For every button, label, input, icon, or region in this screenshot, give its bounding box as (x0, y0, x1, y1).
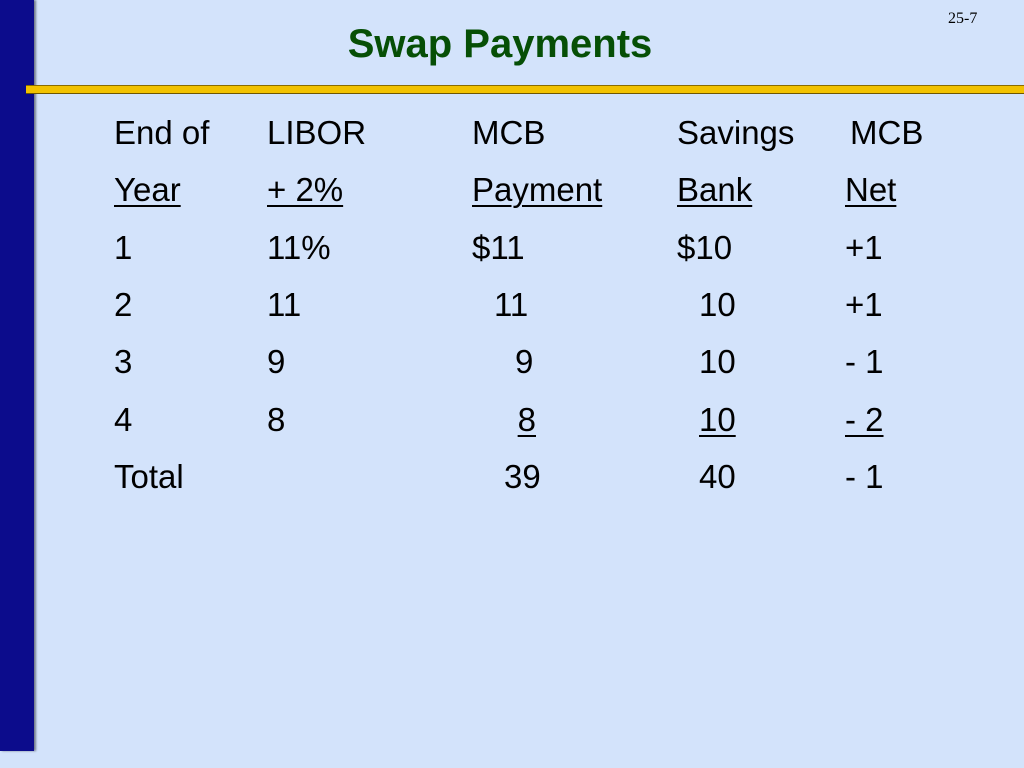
header-savings: Savings (677, 114, 795, 151)
total-mcb-net: - 1 (845, 458, 884, 495)
header-bank: Bank (677, 171, 753, 208)
row3-libor: 9 (267, 343, 286, 380)
row2-mcb-payment: 11 (494, 286, 529, 323)
title-divider (26, 85, 1024, 94)
row3-mcb-payment: 9 (515, 343, 534, 380)
header-year: Year (114, 171, 181, 208)
row3-mcb-net: - 1 (845, 343, 884, 380)
row1-savings-bank: $10 (677, 229, 733, 266)
row4-mcb-payment: 8 (517, 401, 536, 438)
header-payment: Payment (472, 171, 603, 208)
row4-year: 4 (114, 401, 133, 438)
row4-libor: 8 (267, 401, 286, 438)
row4-savings-bank: 10 (699, 401, 736, 438)
row3-savings-bank: 10 (699, 343, 736, 380)
row2-year: 2 (114, 286, 133, 323)
header-mcb-net-top: MCB (850, 114, 924, 151)
row2-mcb-net: +1 (845, 286, 883, 323)
header-end-of: End of (114, 114, 210, 151)
total-savings-bank: 40 (699, 458, 736, 495)
slide-title: Swap Payments (347, 22, 653, 66)
header-plus-2: + 2% (267, 171, 344, 208)
header-libor: LIBOR (267, 114, 367, 151)
header-net: Net (845, 171, 897, 208)
row1-year: 1 (114, 229, 133, 266)
header-mcb: MCB (472, 114, 546, 151)
total-mcb-payment: 39 (504, 458, 541, 495)
row1-mcb-net: +1 (845, 229, 883, 266)
row1-mcb-payment: $11 (472, 229, 525, 266)
total-label: Total (114, 458, 184, 495)
row2-savings-bank: 10 (699, 286, 736, 323)
page-number: 25-7 (948, 10, 978, 27)
row4-mcb-net: - 2 (845, 401, 884, 438)
row3-year: 3 (114, 343, 133, 380)
left-accent-bar (0, 0, 34, 751)
row1-libor: 11% (267, 229, 331, 266)
row2-libor: 11 (267, 286, 302, 323)
